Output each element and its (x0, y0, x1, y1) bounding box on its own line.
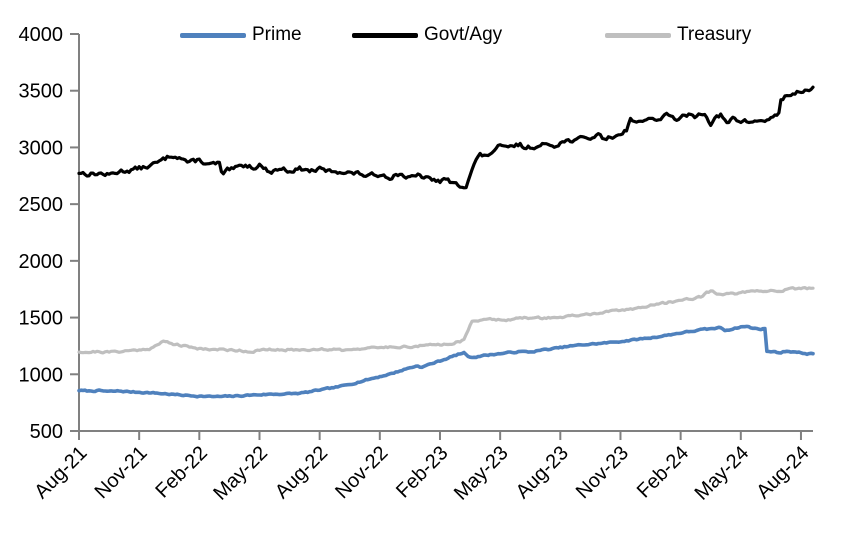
legend-label-govt-agy: Govt/Agy (424, 24, 503, 45)
svg-text:May-23: May-23 (450, 442, 513, 505)
x-tick-label: Nov-22 (331, 442, 392, 503)
svg-text:Feb-24: Feb-24 (633, 442, 693, 502)
y-tick-label: 3500 (19, 81, 64, 103)
x-tick-label: Aug-24 (752, 442, 813, 503)
y-tick-label: 4000 (19, 24, 64, 46)
legend-item-treasury: Treasury (605, 24, 751, 46)
govt-agy-line-swatch-icon (352, 32, 418, 38)
svg-text:Nov-22: Nov-22 (331, 442, 392, 503)
x-tick-label: Aug-21 (30, 442, 91, 503)
series-line-prime (77, 324, 815, 399)
svg-text:Aug-22: Aug-22 (271, 442, 332, 503)
svg-text:Nov-23: Nov-23 (572, 442, 633, 503)
svg-text:Aug-23: Aug-23 (512, 442, 573, 503)
legend-item-prime: Prime (180, 24, 302, 46)
x-tick-label: Nov-21 (91, 442, 152, 503)
x-tick-label: Nov-23 (572, 442, 633, 503)
svg-text:Nov-21: Nov-21 (91, 442, 152, 503)
svg-text:May-24: May-24 (691, 442, 754, 505)
legend-item-govt-agy: Govt/Agy (352, 24, 502, 46)
x-tick-label: Feb-23 (392, 442, 452, 502)
series-line-treasury (77, 286, 815, 355)
x-tick-label: May-22 (209, 442, 272, 505)
svg-text:Aug-21: Aug-21 (30, 442, 91, 503)
x-tick-label: Aug-23 (512, 442, 573, 503)
y-tick-label: 500 (30, 421, 63, 443)
x-tick-label: Feb-24 (633, 442, 693, 502)
svg-text:May-22: May-22 (209, 442, 272, 505)
y-tick-label: 3000 (19, 137, 64, 159)
series-line-govt-agy (77, 85, 815, 190)
legend-label-treasury: Treasury (677, 24, 752, 45)
axes (78, 34, 813, 432)
legend-label-prime: Prime (252, 24, 302, 45)
treasury-line-swatch-icon (605, 32, 671, 38)
x-tick-label: Aug-22 (271, 442, 332, 503)
chart-legend: Prime Govt/Agy Treasury (0, 0, 852, 48)
y-tick-label: 2500 (19, 194, 64, 216)
svg-text:Feb-23: Feb-23 (392, 442, 452, 502)
x-tick-label: May-23 (450, 442, 513, 505)
y-tick-label: 2000 (19, 251, 64, 273)
prime-line-swatch-icon (180, 32, 246, 38)
y-tick-label: 1000 (19, 364, 64, 386)
x-tick-label: May-24 (691, 442, 754, 505)
y-tick-label: 1500 (19, 308, 64, 330)
svg-text:Aug-24: Aug-24 (752, 442, 813, 503)
svg-text:Feb-22: Feb-22 (151, 442, 211, 502)
x-tick-label: Feb-22 (151, 442, 211, 502)
